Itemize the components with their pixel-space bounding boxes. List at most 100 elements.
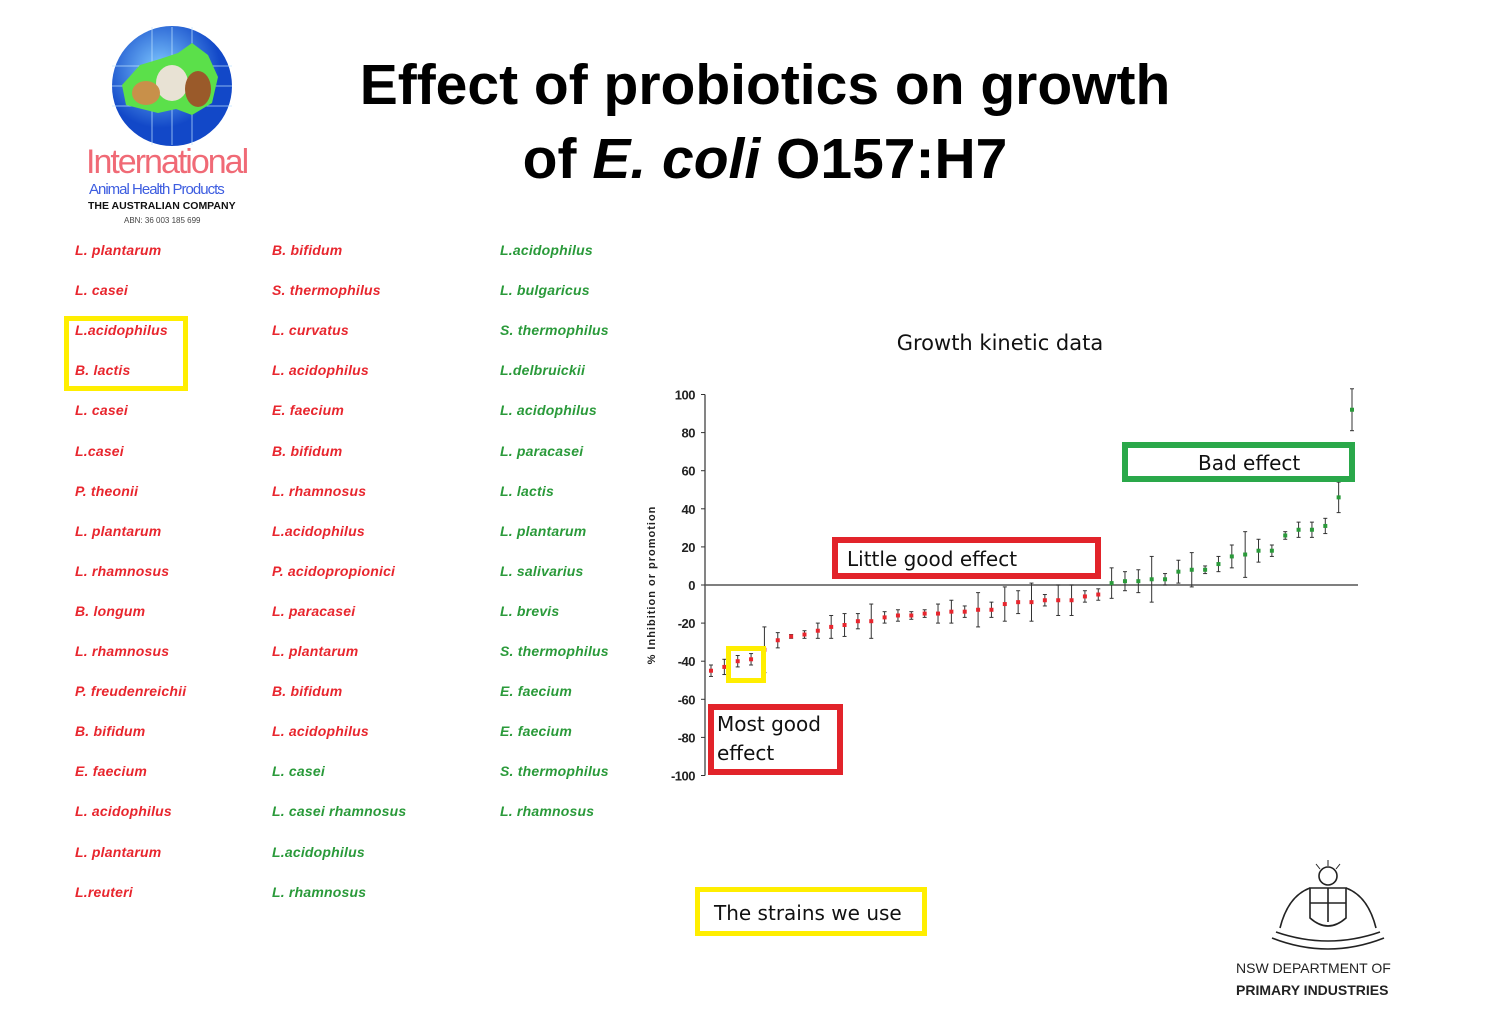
strain-item: B. longum — [75, 602, 146, 619]
strain-item: E. faecium — [75, 763, 148, 780]
strain-item: B. bifidum — [75, 723, 146, 740]
strain-item: P. acidopropionici — [272, 562, 396, 579]
data-point — [882, 615, 887, 620]
strain-item: B. bifidum — [272, 683, 343, 700]
chart-title: Growth kinetic data — [896, 331, 1104, 355]
data-point — [895, 613, 900, 618]
nsw-dept-line2: PRIMARY INDUSTRIES — [1236, 982, 1389, 998]
annotation-bad-effect-text: Bad effect — [1198, 451, 1301, 475]
title-organism: E. coli — [592, 127, 761, 191]
strain-item: L. rhamnosus — [500, 803, 595, 820]
y-tick-label: 100 — [675, 388, 695, 403]
data-point — [1096, 592, 1101, 597]
data-point — [1350, 407, 1354, 412]
y-tick-label: -100 — [671, 769, 695, 784]
strain-item: L. paracasei — [500, 442, 584, 459]
strain-item: B. bifidum — [272, 242, 343, 258]
data-point — [1122, 579, 1127, 584]
title-line-1: Effect of probiotics on growth — [359, 53, 1171, 117]
data-point — [1136, 579, 1141, 584]
data-point — [1163, 577, 1168, 582]
nsw-dept-line1: NSW DEPARTMENT OF — [1236, 960, 1391, 976]
data-point — [842, 623, 847, 628]
data-point — [802, 632, 807, 637]
strain-item: L. casei rhamnosus — [272, 803, 407, 820]
data-point — [1069, 598, 1074, 603]
title-prefix: of — [522, 127, 593, 191]
data-point — [1029, 600, 1034, 605]
logo-subtitle: Animal Health Products — [89, 181, 225, 198]
highlight-box-strains — [64, 316, 188, 391]
strain-item: L. plantarum — [75, 843, 162, 860]
strain-item: L. plantarum — [500, 522, 587, 539]
data-point — [1082, 594, 1087, 599]
data-point — [976, 607, 981, 612]
data-point — [922, 611, 927, 616]
scatter-chart: 100 80 60 40 20 0 -20 -40 -60 -80 -100 — [671, 388, 1358, 784]
strain-item: L.acidophilus — [272, 843, 365, 860]
strain-item: L. rhamnosus — [75, 643, 170, 659]
strain-item: L.delbruickii — [500, 362, 586, 379]
strain-item: L. plantarum — [75, 242, 162, 258]
strain-item: E. faecium — [272, 402, 345, 419]
data-point — [1309, 527, 1314, 532]
data-point — [1042, 598, 1047, 603]
y-tick-label: -40 — [678, 654, 696, 669]
data-point — [1176, 569, 1181, 574]
logo-brand-name: International — [86, 143, 249, 181]
strain-item: L.reuteri — [75, 883, 133, 900]
title-line-2: of E. coli O157:H7 — [250, 122, 1280, 196]
strain-item: L. rhamnosus — [272, 482, 367, 499]
strain-item: L. bulgaricus — [500, 282, 590, 299]
strain-item: L. acidophilus — [500, 402, 597, 419]
y-tick-label: -60 — [678, 692, 696, 707]
globe-logo-icon — [112, 26, 232, 146]
data-point — [815, 628, 820, 633]
logo-abn: ABN: 36 003 185 699 — [124, 216, 201, 225]
strain-item: L.acidophilus — [75, 322, 168, 339]
data-point — [1109, 581, 1114, 586]
highlight-box-points — [726, 646, 766, 683]
y-tick-label: 40 — [682, 502, 696, 517]
data-point — [1336, 495, 1341, 500]
strain-item: E. faecium — [500, 723, 573, 740]
strain-item: S. thermophilus — [500, 322, 609, 339]
y-tick-label: -80 — [678, 730, 696, 745]
data-point — [1296, 527, 1301, 532]
strain-item: L. salivarius — [500, 562, 584, 579]
data-point — [1002, 602, 1007, 607]
strain-item: L. brevis — [500, 602, 560, 619]
data-point — [869, 619, 874, 624]
strain-item: S. thermophilus — [500, 763, 609, 780]
strain-item: B. lactis — [75, 362, 131, 379]
nsw-coat-of-arms-icon — [1271, 860, 1385, 950]
data-point — [949, 609, 954, 614]
data-point — [1256, 548, 1261, 553]
data-point — [1216, 562, 1221, 567]
slide-title: Effect of probiotics on growth of E. col… — [250, 48, 1280, 196]
strain-item: L. acidophilus — [272, 362, 369, 379]
data-point — [722, 664, 727, 669]
strain-item: L. curvatus — [272, 322, 349, 339]
data-point — [749, 657, 754, 662]
strain-item: L. acidophilus — [272, 723, 369, 740]
strain-item: L.casei — [75, 442, 124, 459]
data-point — [1283, 533, 1288, 538]
strain-item: L.acidophilus — [272, 522, 365, 539]
logo-tagline: THE AUSTRALIAN COMPANY — [88, 200, 236, 212]
data-point — [775, 638, 780, 643]
strain-item: L. rhamnosus — [75, 562, 170, 579]
data-point — [855, 619, 860, 624]
strain-item: L. casei — [75, 282, 128, 299]
title-strain: O157:H7 — [760, 127, 1008, 191]
strain-item: L. lactis — [500, 482, 554, 499]
legend-strains-text: The strains we use — [714, 901, 902, 925]
data-point — [1229, 554, 1234, 559]
annotation-most-good-effect: Most good effect — [708, 704, 843, 775]
y-tick-label: 60 — [682, 464, 696, 479]
company-logo: International Animal Health Products THE… — [80, 25, 265, 230]
strain-item: P. theonii — [75, 482, 139, 499]
data-point — [1323, 523, 1328, 528]
data-point — [1016, 600, 1021, 605]
strain-item: B. bifidum — [272, 442, 343, 459]
